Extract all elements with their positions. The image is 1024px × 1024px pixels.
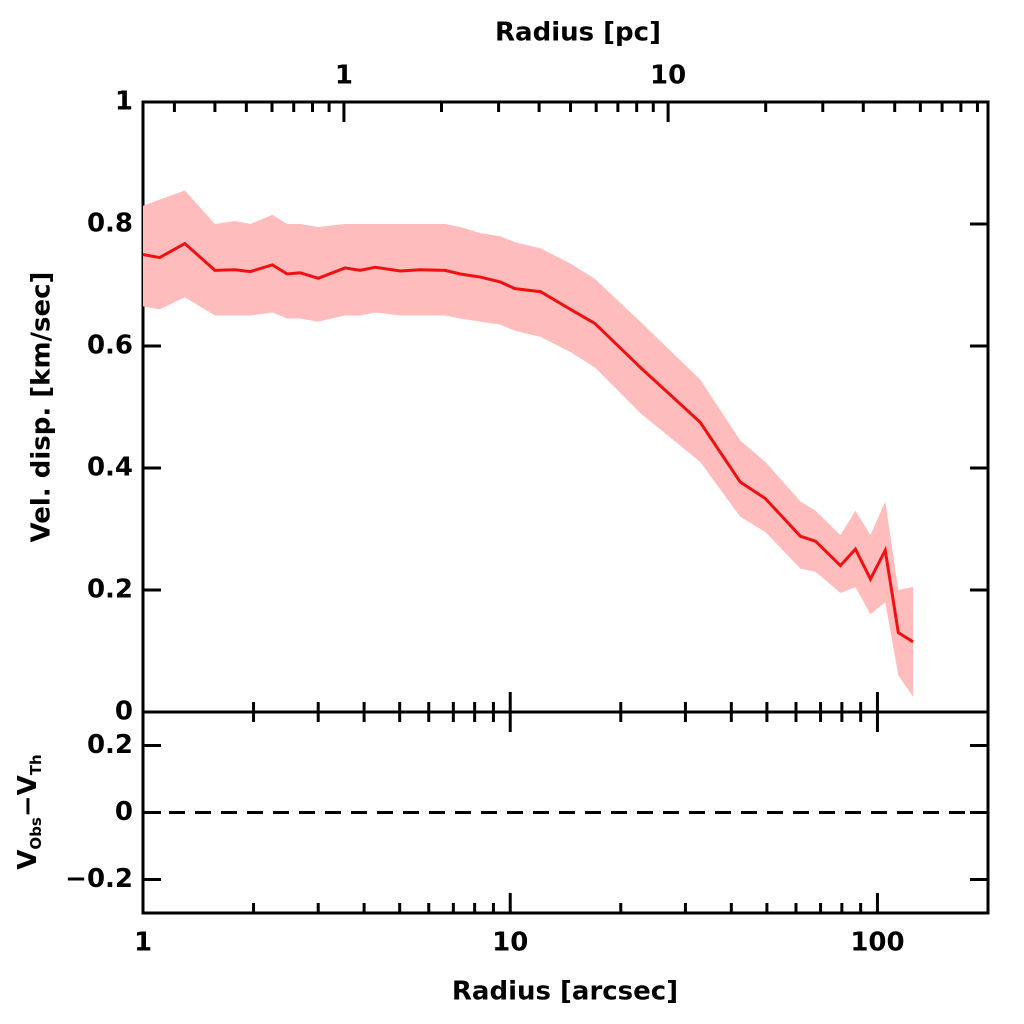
top-axis-label: Radius [pc]: [495, 18, 661, 48]
top-tick-label: 1: [335, 61, 353, 91]
y-tick-label: 0.2: [87, 575, 133, 605]
y-tick-label: 0.4: [87, 453, 133, 483]
y-tick-label: 1: [115, 87, 133, 117]
top-tick-label: 10: [650, 61, 686, 91]
label-part: Obs: [27, 817, 45, 849]
y-tick-label: 0.2: [87, 730, 133, 760]
x-tick-label: 1: [134, 928, 152, 958]
x-tick-label: 100: [850, 928, 904, 958]
y-tick-label: 0.8: [87, 209, 133, 239]
label-part: Th: [27, 754, 45, 775]
y-axis-label: Vel. disp. [km/sec]: [27, 272, 57, 543]
y-tick-label: 0.6: [87, 331, 133, 361]
label-part: V: [13, 850, 43, 870]
y-tick-label: −0.2: [65, 864, 133, 894]
y-tick-label: 0: [115, 697, 133, 727]
y-tick-label: 0: [115, 797, 133, 827]
error-band: [143, 190, 914, 697]
frame: [141, 100, 990, 915]
x-axis-label: Radius [arcsec]: [452, 977, 678, 1007]
residual-y-label: VObs−VTh: [13, 754, 45, 869]
data-line: [142, 241, 914, 644]
x-tick-label: 10: [492, 928, 528, 958]
label-part: −V: [13, 775, 43, 817]
